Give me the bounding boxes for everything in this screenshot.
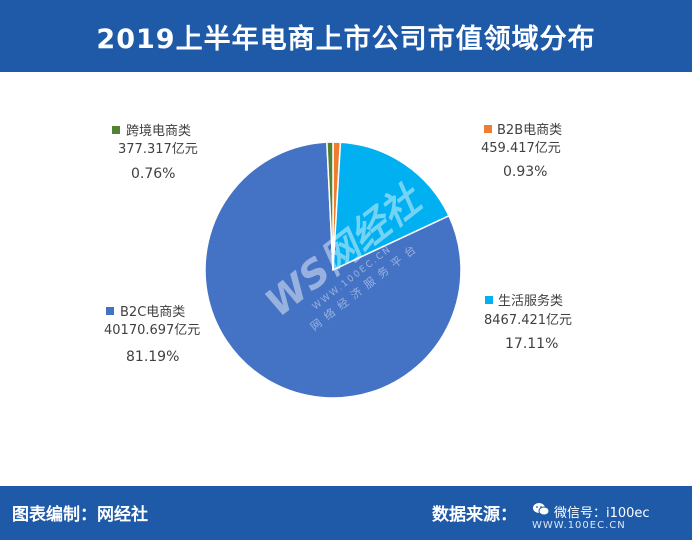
- label-b2b: B2B电商类 459.417亿元 0.93%: [481, 123, 562, 180]
- slice-name-b2c: B2C电商类: [120, 305, 185, 320]
- pie-chart: WS网经社 WWW.100EC.CN 网络经济服务平台 跨境电商类 377.31…: [104, 123, 572, 399]
- slice-percent-service: 17.11%: [505, 336, 558, 352]
- page-title: 2019上半年电商上市公司市值领域分布: [96, 23, 596, 55]
- pie-slice-service: [332, 141, 450, 272]
- footer-bar: 图表编制：网经社 数据来源： 微信号：i100ec WWW.100EC.CN: [0, 486, 692, 540]
- slice-percent-b2c: 81.19%: [126, 349, 179, 365]
- wechat-id: 微信号：i100ec: [554, 506, 650, 521]
- slice-value-service: 8467.421亿元: [484, 313, 572, 328]
- site-url: WWW.100EC.CN: [532, 520, 626, 531]
- slice-value-b2b: 459.417亿元: [481, 141, 561, 156]
- slice-name-b2b: B2B电商类: [497, 123, 562, 138]
- slice-value-crossborder: 377.317亿元: [118, 142, 198, 157]
- legend-swatch-b2b: [484, 125, 492, 133]
- wechat-badge: 微信号：i100ec WWW.100EC.CN: [532, 498, 682, 531]
- label-crossborder: 跨境电商类 377.317亿元 0.76%: [112, 124, 198, 182]
- legend-swatch-service: [485, 296, 493, 304]
- pie-slice-b2c: [204, 141, 462, 399]
- slice-name-service: 生活服务类: [498, 293, 563, 309]
- pie-slice-crossborder: [326, 141, 334, 271]
- label-service: 生活服务类 8467.421亿元 17.11%: [484, 293, 572, 352]
- pie-slices: [204, 141, 462, 399]
- legend-swatch-b2c: [106, 307, 114, 315]
- title-bar: 2019上半年电商上市公司市值领域分布: [0, 0, 692, 72]
- chart-area: WS网经社 WWW.100EC.CN 网络经济服务平台 跨境电商类 377.31…: [0, 72, 692, 486]
- slice-percent-b2b: 0.93%: [503, 164, 547, 180]
- footer-compiler: 图表编制：网经社: [12, 505, 148, 525]
- label-b2c: B2C电商类 40170.697亿元 81.19%: [104, 305, 200, 365]
- slice-value-b2c: 40170.697亿元: [104, 323, 200, 338]
- wechat-icon: [533, 503, 550, 516]
- footer-source: 数据来源：: [432, 505, 517, 525]
- slice-percent-crossborder: 0.76%: [131, 166, 175, 182]
- slice-name-crossborder: 跨境电商类: [126, 124, 191, 139]
- legend-swatch-crossborder: [112, 126, 120, 134]
